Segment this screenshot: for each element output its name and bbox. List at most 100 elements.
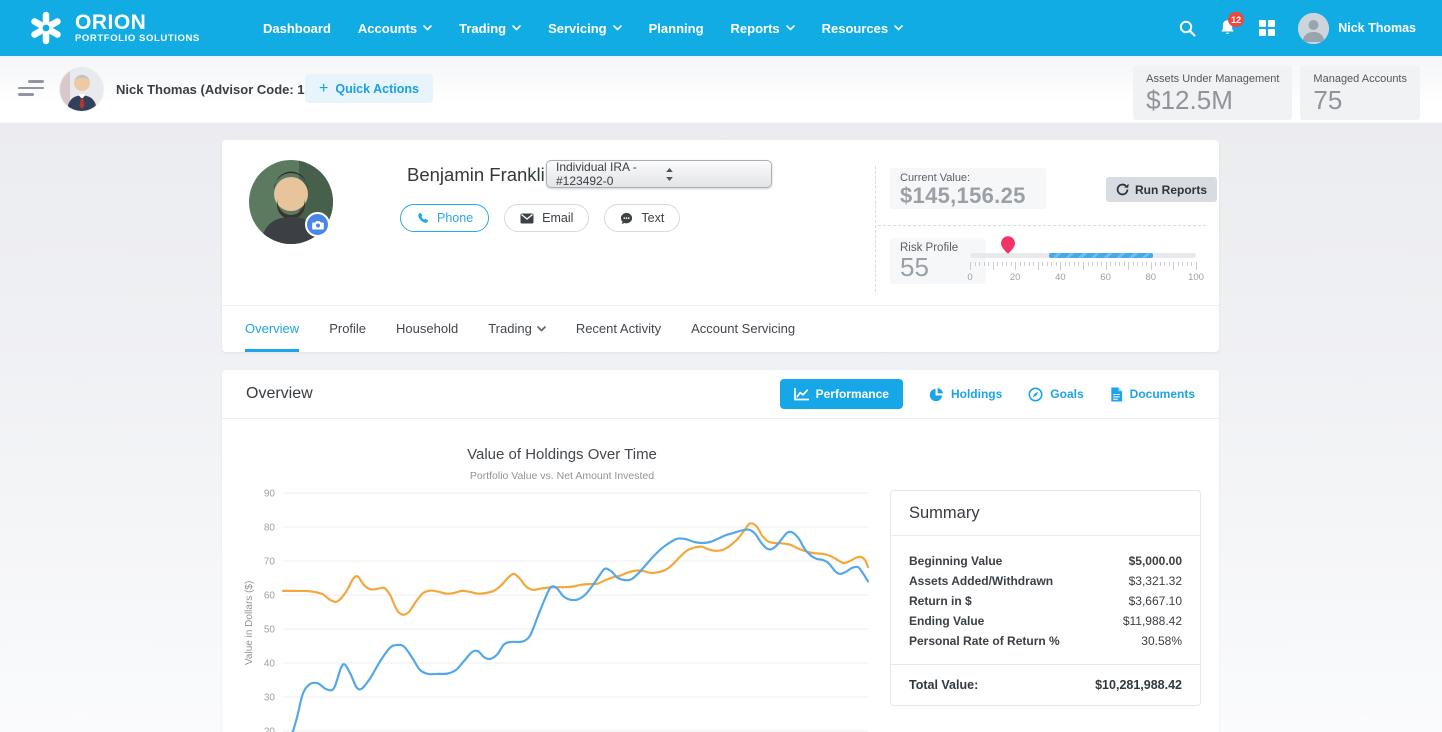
slider-tick (1087, 262, 1089, 266)
divider (878, 225, 1206, 226)
contact-button-label: Phone (437, 211, 474, 225)
apps-grid-icon[interactable] (1258, 19, 1276, 37)
view-button-documents[interactable]: Documents (1110, 386, 1195, 402)
tab-trading[interactable]: Trading (488, 306, 546, 352)
summary-row-value: 30.58% (1141, 634, 1182, 648)
user-avatar (1298, 12, 1330, 44)
y-tick-label: 90 (264, 489, 276, 500)
view-button-label: Documents (1129, 387, 1195, 401)
main-nav: Dashboard Accounts Trading Servicing Plannin… (263, 0, 903, 56)
account-select[interactable]: Individual IRA - #123492-0 (546, 160, 772, 188)
slider-tick (1073, 262, 1075, 266)
risk-profile-slider[interactable]: 0 20 40 60 80 100 (967, 236, 1204, 284)
summary-row-assets-added-withdrawn: Assets Added/Withdrawn $3,321.32 (909, 571, 1182, 591)
nav-item-resources[interactable]: Resources (822, 21, 903, 36)
stat-box-assets-under-management: Assets Under Management $12.5M (1133, 66, 1293, 120)
contact-button-label: Email (542, 211, 574, 225)
edit-photo-camera-icon[interactable] (305, 212, 330, 237)
nav-item-planning[interactable]: Planning (649, 21, 704, 36)
select-stepper-icon (656, 167, 772, 182)
nav-item-dashboard[interactable]: Dashboard (263, 21, 331, 36)
summary-row-return-in: Return in $ $3,667.10 (909, 591, 1182, 611)
advisor-stats: Assets Under Management $12.5M Managed Acc… (1133, 66, 1420, 120)
overview-card: Overview Performance Holdings Goals Documen… (222, 370, 1219, 732)
summary-row-value: $11,988.42 (1122, 614, 1182, 628)
chevron-down-icon (512, 25, 521, 31)
slider-tick (1096, 262, 1098, 266)
stat-label: Assets Under Management (1146, 73, 1280, 85)
summary-row-label: Beginning Value (909, 554, 1003, 568)
nav-item-label: Dashboard (263, 20, 331, 36)
y-tick-label: 60 (264, 591, 276, 602)
tab-household[interactable]: Household (396, 306, 458, 352)
slider-tick (1083, 262, 1084, 270)
notifications-bell-icon[interactable]: 12 (1218, 12, 1245, 37)
risk-profile-label: Risk Profile (900, 242, 959, 254)
view-button-holdings[interactable]: Holdings (929, 387, 1002, 402)
text-icon (620, 212, 633, 225)
tab-overview[interactable]: Overview (245, 306, 300, 352)
nav-item-label: Servicing (548, 20, 607, 36)
y-tick-label: 50 (264, 625, 276, 636)
series-line-portfolio-value (291, 528, 870, 732)
client-tabs: Overview Profile Household Trading Recent Ac… (222, 305, 1219, 352)
tab-recent-activity[interactable]: Recent Activity (576, 306, 661, 352)
slider-tick-label: 20 (1009, 272, 1021, 283)
slider-tick (1028, 262, 1030, 266)
top-navigation-bar: ORION PORTFOLIO SOLUTIONS Dashboard Accou… (0, 0, 1442, 56)
slider-tick (1186, 262, 1188, 266)
slider-pin-icon[interactable] (1001, 236, 1016, 254)
email-icon (520, 213, 534, 224)
slider-tick (1114, 262, 1116, 266)
slider-tick (1060, 262, 1062, 270)
stat-value: 75 (1313, 85, 1343, 115)
document-icon (1110, 386, 1123, 402)
nav-item-reports[interactable]: Reports (731, 21, 795, 36)
contact-button-text[interactable]: Text (604, 204, 681, 232)
view-switcher: Performance Holdings Goals Documents (779, 379, 1195, 409)
chevron-down-icon (612, 25, 622, 31)
line-chart-icon (793, 387, 809, 401)
quick-actions-button[interactable]: + Quick Actions (305, 74, 433, 103)
menu-toggle-icon[interactable] (18, 80, 44, 98)
slider-tick (1006, 262, 1008, 266)
run-reports-button[interactable]: Run Reports (1106, 177, 1217, 202)
brand-logo[interactable]: ORION PORTFOLIO SOLUTIONS (26, 8, 200, 48)
nav-item-accounts[interactable]: Accounts (358, 21, 432, 36)
holdings-chart: Value of Holdings Over Time Portfolio Va… (240, 419, 884, 732)
nav-item-trading[interactable]: Trading (459, 21, 521, 36)
current-value: $145,156.25 (900, 183, 1026, 208)
nav-item-label: Accounts (357, 20, 418, 36)
view-button-performance[interactable]: Performance (779, 379, 903, 409)
y-tick-label: 80 (264, 523, 276, 534)
client-name: Benjamin Franklin (407, 164, 556, 185)
summary-panel: Summary Beginning Value $5,000.00 Assets A… (890, 490, 1201, 706)
slider-tick (1119, 262, 1121, 266)
tab-account-servicing[interactable]: Account Servicing (691, 306, 795, 352)
phone-icon (416, 212, 429, 225)
user-menu[interactable]: Nick Thomas (1298, 12, 1416, 44)
advisor-name-label: Nick Thomas (Advisor Code: 12345) (116, 82, 338, 97)
contact-button-email[interactable]: Email (504, 204, 590, 232)
slider-tick (1110, 262, 1112, 266)
contact-button-phone[interactable]: Phone (400, 204, 490, 232)
summary-total-label: Total Value: (909, 678, 979, 692)
slider-tick (1033, 262, 1035, 266)
nav-item-servicing[interactable]: Servicing (548, 21, 622, 36)
tab-label: Trading (488, 321, 532, 336)
view-button-goals[interactable]: Goals (1028, 387, 1084, 402)
view-button-label: Holdings (950, 387, 1003, 401)
orion-star-icon (26, 8, 66, 48)
tab-label: Recent Activity (575, 321, 662, 336)
summary-rows: Beginning Value $5,000.00 Assets Added/Wit… (891, 536, 1200, 664)
tab-label: Overview (245, 321, 300, 336)
divider (875, 166, 876, 292)
risk-profile-value: 55 (900, 252, 929, 282)
slider-tick (1168, 262, 1170, 266)
overview-title: Overview (246, 385, 313, 402)
summary-row-label: Ending Value (909, 614, 985, 628)
search-icon[interactable] (1178, 19, 1196, 37)
tab-profile[interactable]: Profile (329, 306, 366, 352)
advisor-avatar[interactable] (60, 68, 103, 111)
slider-tick (1010, 262, 1012, 266)
